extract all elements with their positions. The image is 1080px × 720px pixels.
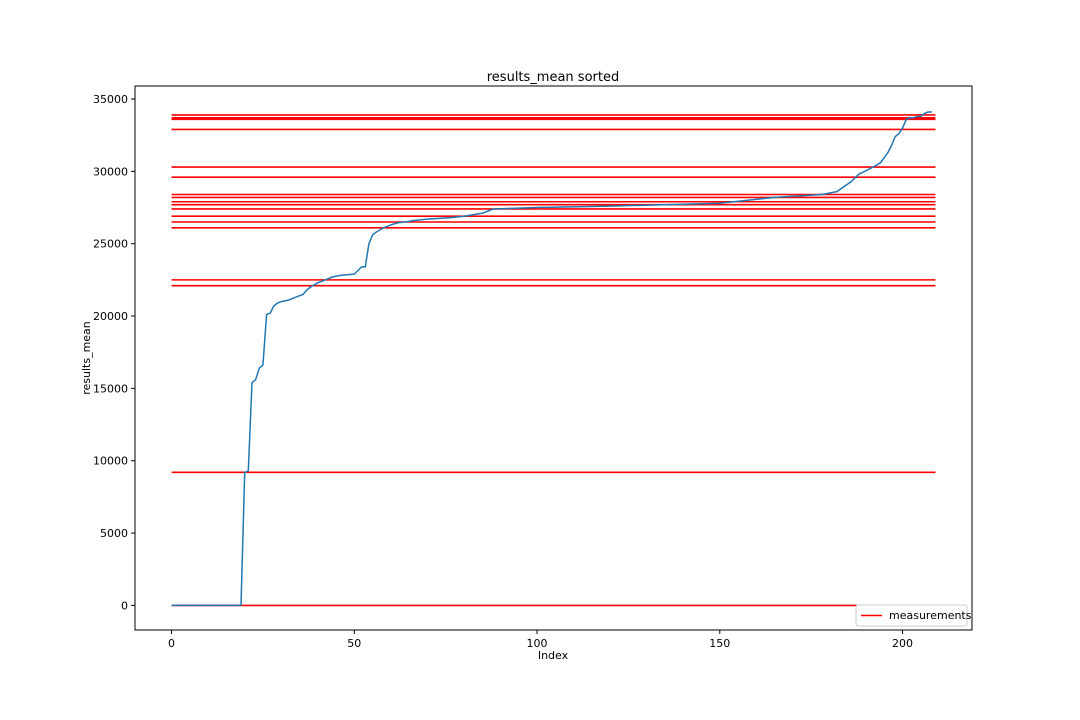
legend: measurements bbox=[855, 604, 972, 627]
axes-frame bbox=[134, 85, 973, 631]
y-axis-label: results_mean bbox=[80, 321, 93, 395]
results-mean-line bbox=[171, 111, 932, 607]
x-tick-label: 100 bbox=[527, 637, 548, 650]
y-tick-label: 35000 bbox=[93, 93, 128, 106]
x-tick-label: 50 bbox=[347, 637, 361, 650]
x-tick-label: 150 bbox=[709, 637, 730, 650]
chart-title: results_mean sorted bbox=[487, 70, 619, 85]
y-tick-label: 0 bbox=[121, 599, 128, 612]
y-tick-label: 10000 bbox=[93, 455, 128, 468]
x-tick-label: 200 bbox=[892, 637, 913, 650]
x-tick-label: 0 bbox=[168, 637, 175, 650]
y-tick-label: 15000 bbox=[93, 382, 128, 395]
y-tick-label: 30000 bbox=[93, 165, 128, 178]
y-tick-label: 5000 bbox=[100, 527, 128, 540]
y-tick-label: 20000 bbox=[93, 310, 128, 323]
x-axis-label: Index bbox=[538, 649, 569, 662]
legend-label: measurements bbox=[889, 609, 972, 622]
x-axis-ticks: 0 50 100 150 200 bbox=[168, 630, 913, 650]
legend-box bbox=[855, 604, 968, 627]
y-axis-ticks: 0 5000 10000 15000 20000 25000 30000 35000 bbox=[93, 93, 135, 612]
plot-area bbox=[171, 111, 936, 607]
y-tick-label: 25000 bbox=[93, 238, 128, 251]
